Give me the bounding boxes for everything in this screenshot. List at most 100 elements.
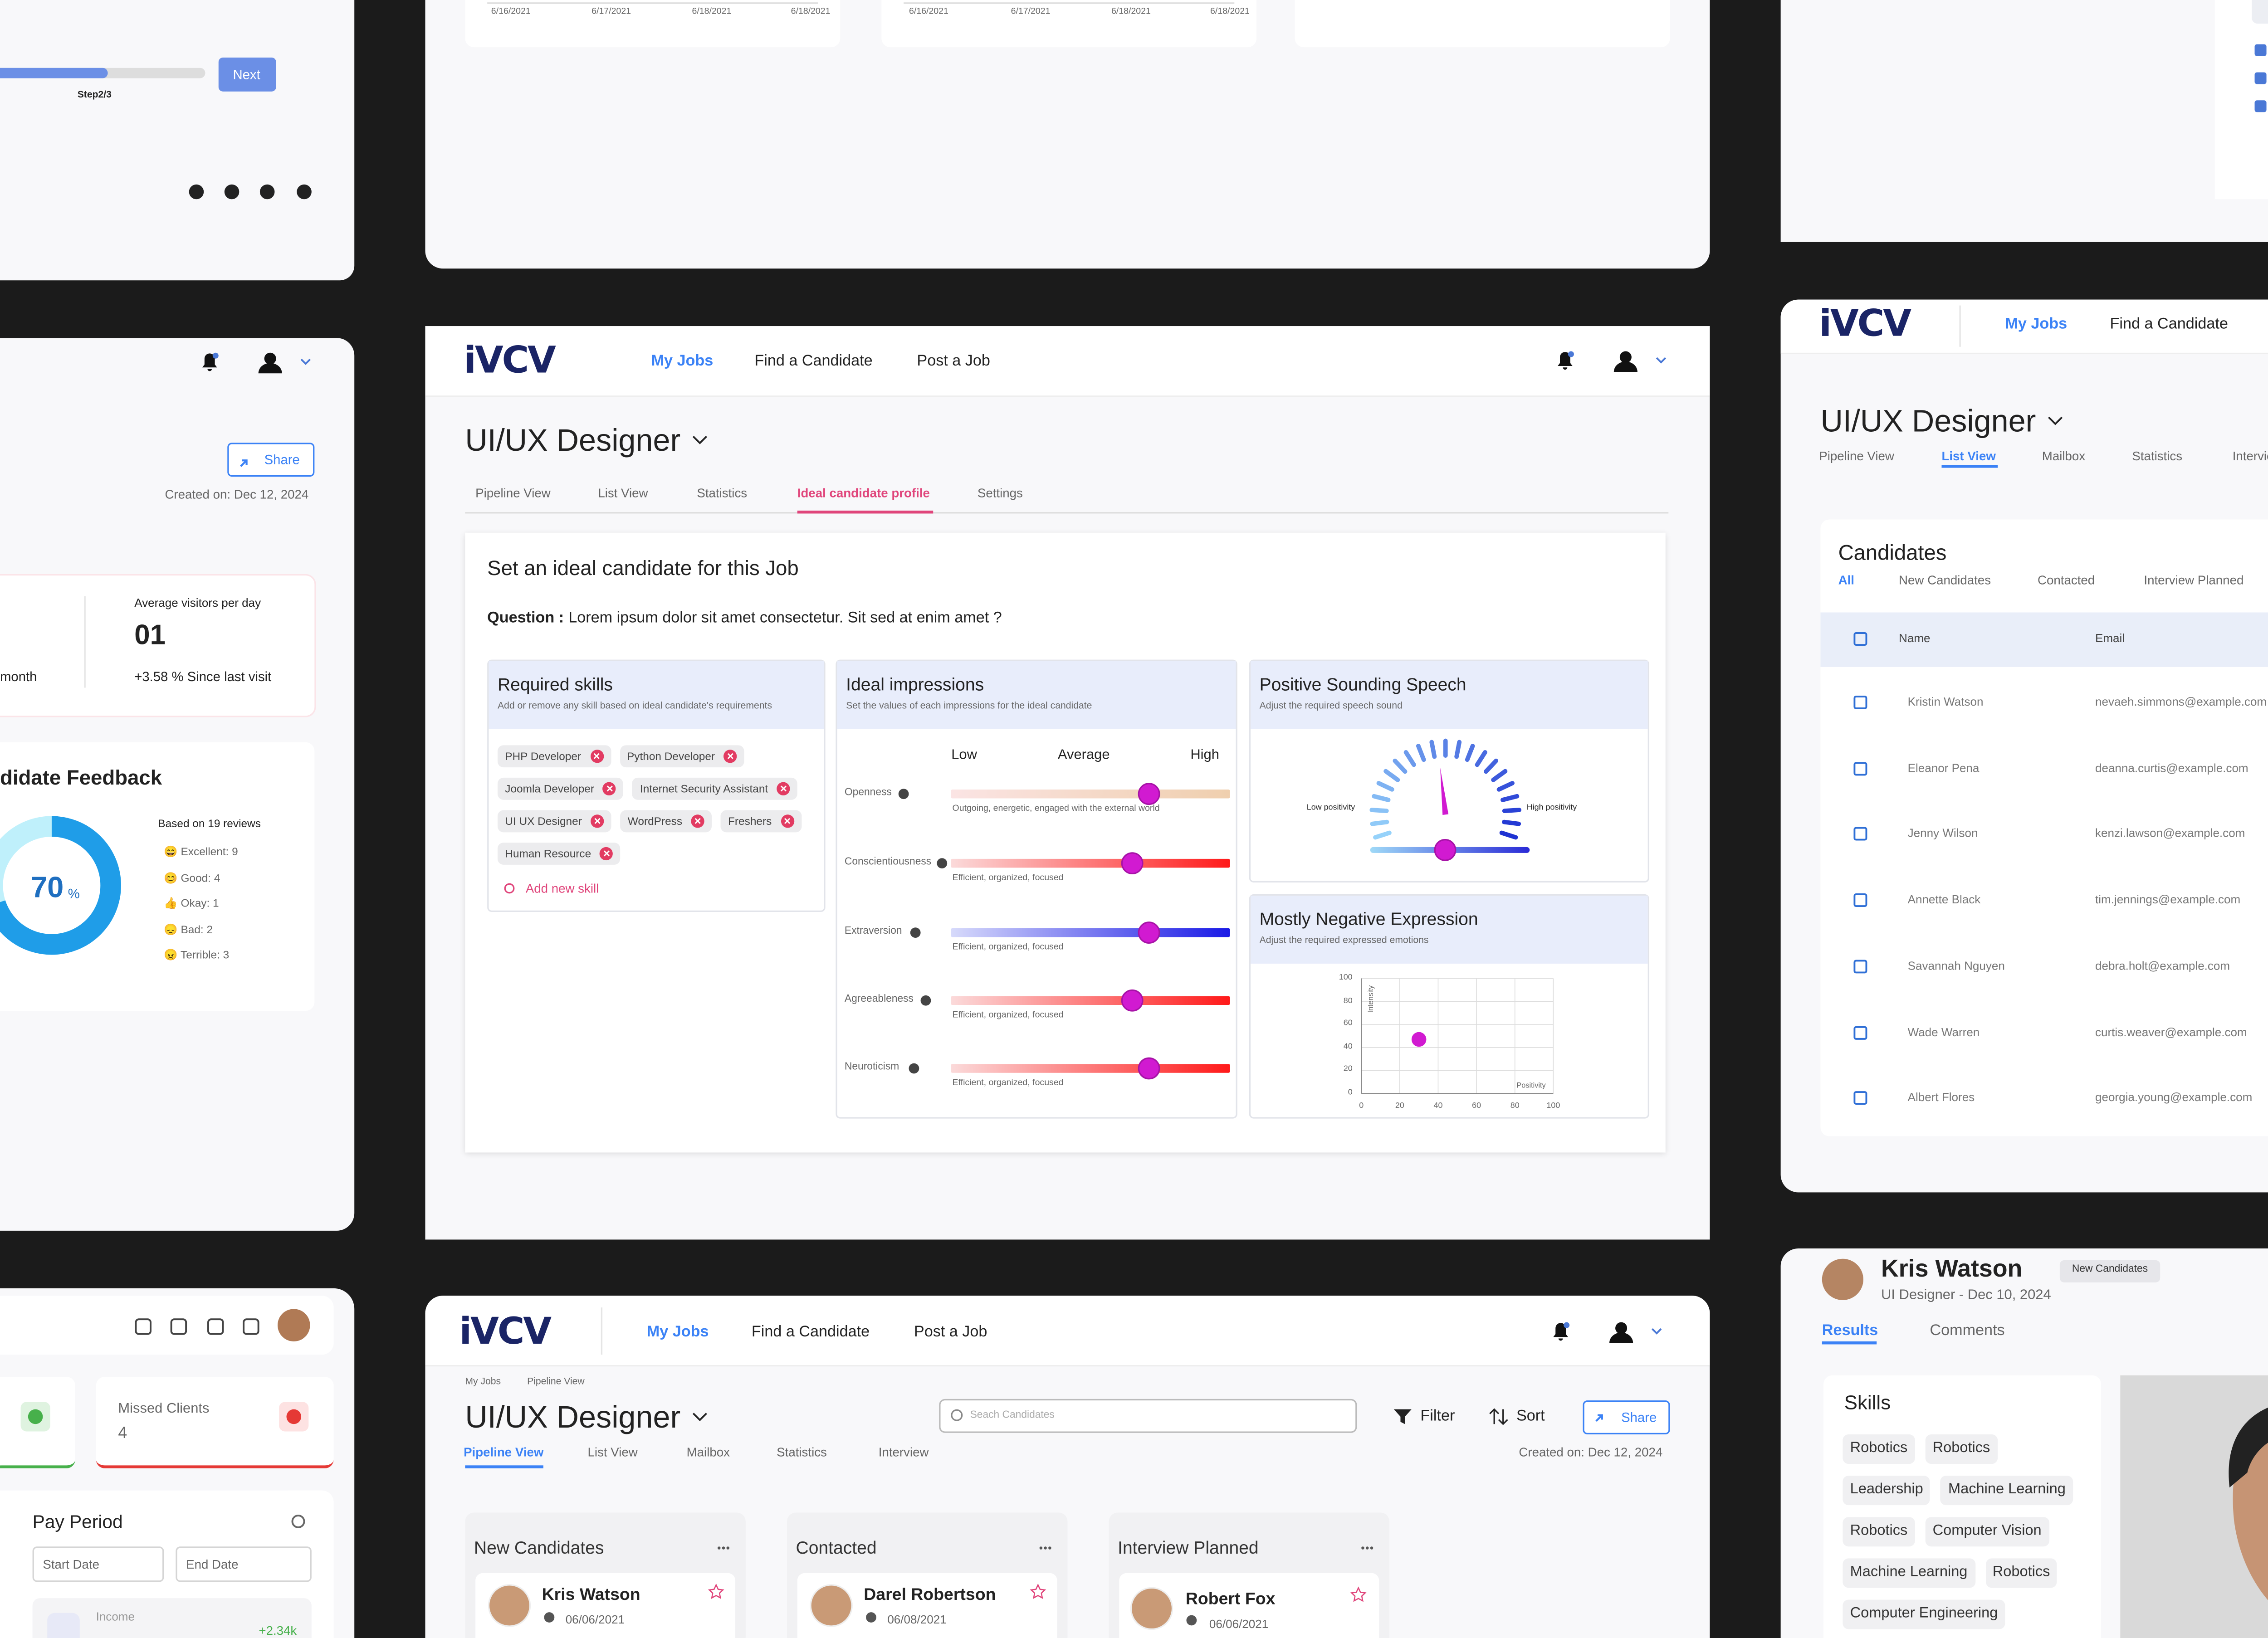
x-tick-label: 6/18/2021 xyxy=(692,8,732,17)
slider-track xyxy=(951,1064,1230,1073)
bell-icon xyxy=(1553,1323,1568,1341)
info-icon xyxy=(898,789,909,800)
gauge-tick xyxy=(1373,830,1392,840)
skill-chip[interactable]: WordPress xyxy=(620,810,712,833)
skill-chip[interactable]: Freshers xyxy=(720,810,802,833)
tab[interactable]: Pipeline View xyxy=(475,485,551,500)
trait-name: Extraversion xyxy=(844,926,902,937)
tab[interactable]: Mailbox xyxy=(2042,448,2086,463)
slider-track xyxy=(951,858,1230,868)
star-icon xyxy=(1030,1583,1046,1599)
label: Kris Watson xyxy=(1881,1256,2023,1283)
nav-link[interactable]: Find a Candidate xyxy=(2110,315,2228,333)
menu-dot xyxy=(1365,1546,1369,1550)
column-header: Name xyxy=(1899,632,1931,645)
toolbar-icon xyxy=(207,1318,224,1335)
chevron xyxy=(300,358,311,365)
skill-chip[interactable]: PHP Developer xyxy=(497,745,611,768)
y-tick-label: 40 xyxy=(1343,1043,1353,1052)
card-subtitle: Set the values of each impressions for t… xyxy=(846,701,1092,712)
gauge-tick xyxy=(1416,744,1426,762)
nav-link[interactable]: My Jobs xyxy=(2005,315,2068,333)
header xyxy=(425,326,1710,397)
x-tick-label: 6/18/2021 xyxy=(1210,8,1250,17)
sub-card-header xyxy=(837,661,1236,729)
breadcrumb: My Jobs xyxy=(465,1377,501,1388)
column-title: Interview Planned xyxy=(1118,1537,1259,1558)
logo: iVCV xyxy=(464,338,556,382)
tab[interactable]: Statistics xyxy=(2132,448,2183,463)
chevron xyxy=(692,1413,707,1422)
header xyxy=(1780,299,2268,354)
trait-name: Neuroticism xyxy=(844,1062,899,1073)
tab[interactable]: Pipeline View xyxy=(1819,448,1894,463)
x-tick-label: 6/16/2021 xyxy=(909,8,948,17)
label: UI/UX Designer xyxy=(465,1401,681,1435)
skill-chip[interactable]: Internet Security Assistant xyxy=(632,777,798,800)
filter-icon xyxy=(1393,1409,1412,1424)
nav-link[interactable]: Find a Candidate xyxy=(751,1323,870,1341)
badge xyxy=(2059,1260,2160,1282)
table-cell: debra.holt@example.com xyxy=(2095,959,2230,973)
label: End Date xyxy=(186,1556,239,1572)
tab[interactable]: List View xyxy=(587,1444,638,1459)
menu-dot xyxy=(722,1546,725,1550)
button-label[interactable]: Sort xyxy=(1516,1407,1545,1425)
notification-dot xyxy=(1564,1322,1570,1328)
panel xyxy=(0,0,355,281)
nav-link[interactable]: My Jobs xyxy=(646,1323,709,1341)
trait-name: Conscientiousness xyxy=(844,857,932,868)
filter-tab[interactable]: New Candidates xyxy=(1899,572,1991,587)
trait-name: Openness xyxy=(844,788,892,798)
skill-chip: Leadership xyxy=(1843,1476,1931,1506)
filter-tab[interactable]: All xyxy=(1838,572,1854,587)
tab[interactable]: Results xyxy=(1822,1321,1878,1340)
skill-chip[interactable]: UI UX Designer xyxy=(497,810,611,833)
trait-description: Efficient, organized, focused xyxy=(952,1079,1064,1088)
skill-chip[interactable]: Human Resource xyxy=(497,843,621,865)
skill-chip[interactable]: Joomla Developer xyxy=(497,777,624,800)
tab[interactable]: Comments xyxy=(1930,1321,2005,1340)
add-button[interactable]: Add new skill xyxy=(525,881,599,896)
toolbar-icon xyxy=(243,1318,259,1335)
avatar xyxy=(488,1584,531,1627)
column-title: Contacted xyxy=(796,1537,877,1558)
tab-divider xyxy=(465,512,1669,514)
info-icon xyxy=(909,1063,919,1074)
nav-link[interactable]: Find a Candidate xyxy=(754,352,873,370)
tab[interactable]: Statistics xyxy=(777,1444,827,1459)
icon xyxy=(28,1409,43,1424)
label: Income xyxy=(96,1610,135,1624)
tab[interactable]: List View xyxy=(1941,448,1996,463)
label: Pay Period xyxy=(32,1511,123,1533)
button-label[interactable]: Filter xyxy=(1420,1407,1455,1425)
date-input xyxy=(176,1546,312,1582)
x-tick-label: 0 xyxy=(1359,1102,1364,1111)
tab[interactable]: Interview xyxy=(878,1444,929,1459)
progress-fill xyxy=(0,68,108,78)
gauge-needle xyxy=(1440,767,1449,815)
tab[interactable]: Pipeline View xyxy=(464,1444,544,1459)
skill-chip[interactable]: Python Developer xyxy=(619,745,745,768)
tab[interactable]: Statistics xyxy=(697,485,748,500)
table-cell: tim.jennings@example.com xyxy=(2095,893,2241,907)
candidate-date: 06/08/2021 xyxy=(887,1613,947,1627)
tab[interactable]: Settings xyxy=(977,485,1023,500)
gauge-tick xyxy=(1454,740,1462,759)
tab[interactable]: Interview xyxy=(2232,448,2268,463)
x-tick-label: 100 xyxy=(1546,1102,1560,1111)
axis-label: Positivity xyxy=(1516,1082,1546,1091)
nav-link[interactable]: Post a Job xyxy=(917,352,990,370)
tab[interactable]: Ideal candidate profile xyxy=(797,485,930,500)
tab[interactable]: List View xyxy=(598,485,648,500)
clock-icon xyxy=(866,1612,876,1623)
filter-tab[interactable]: Interview Planned xyxy=(2144,572,2244,587)
header xyxy=(425,1296,1710,1367)
nav-link[interactable]: Post a Job xyxy=(914,1323,987,1341)
candidate-name: Darel Robertson xyxy=(864,1586,996,1604)
tab[interactable]: Mailbox xyxy=(686,1444,730,1459)
table-header xyxy=(1820,612,2268,667)
avatar xyxy=(810,1584,853,1627)
nav-link[interactable]: My Jobs xyxy=(651,352,714,370)
filter-tab[interactable]: Contacted xyxy=(2038,572,2095,587)
